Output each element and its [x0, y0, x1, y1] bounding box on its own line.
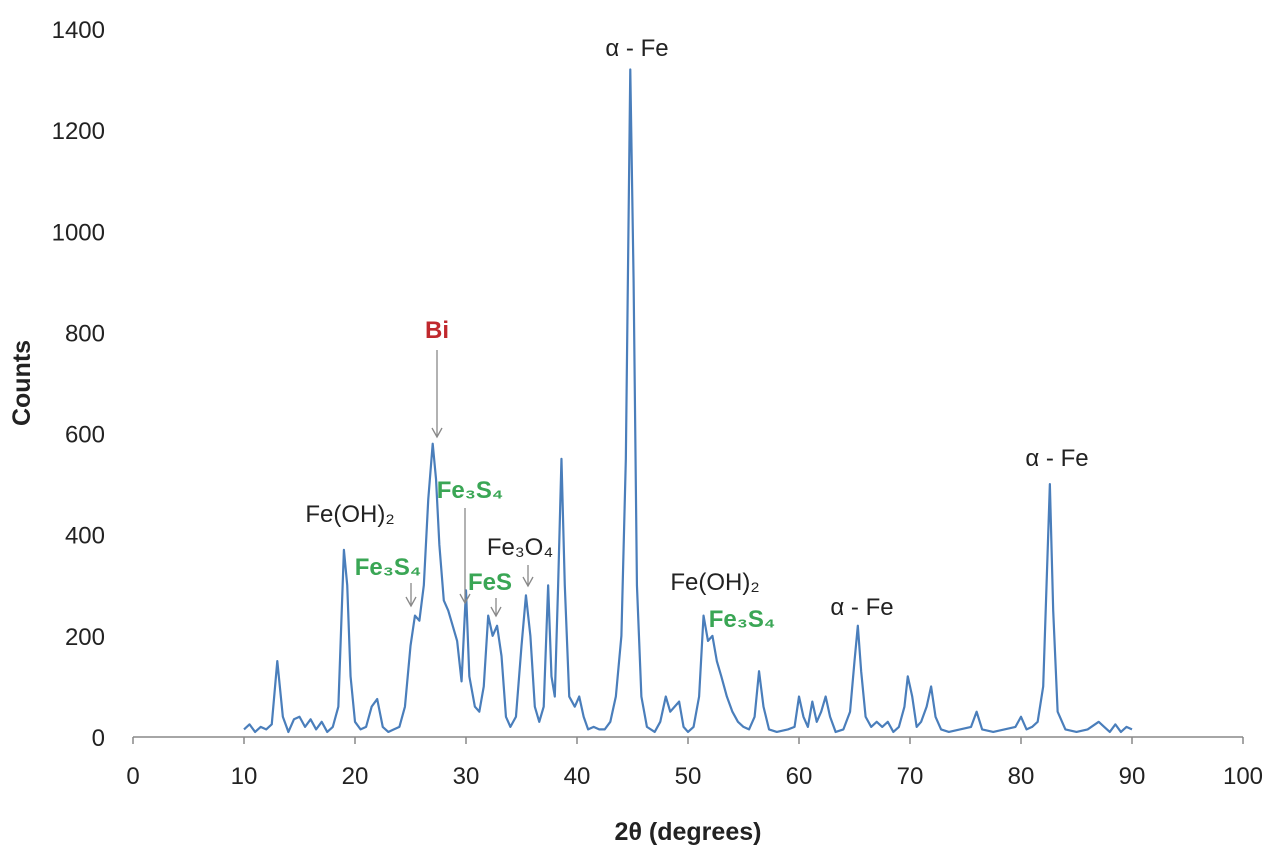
annotation: α - Fe — [605, 35, 668, 62]
x-tick-label: 30 — [453, 763, 480, 790]
x-tick-label: 0 — [126, 763, 139, 790]
annotation-arrowhead — [405, 596, 417, 608]
annotation: Bi — [425, 317, 449, 344]
y-tick-label: 600 — [65, 422, 105, 449]
x-axis-title: 2θ (degrees) — [615, 818, 762, 846]
x-tick-label: 70 — [897, 763, 924, 790]
y-tick-label: 200 — [65, 624, 105, 651]
x-tick-label: 80 — [1008, 763, 1035, 790]
annotation: Fe(OH)₂ — [305, 501, 394, 528]
annotation: α - Fe — [830, 594, 893, 621]
y-tick-label: 1200 — [52, 118, 105, 145]
y-tick-label: 400 — [65, 523, 105, 550]
x-tick-label: 10 — [231, 763, 258, 790]
x-tick-label: 50 — [675, 763, 702, 790]
annotation: α - Fe — [1025, 445, 1088, 472]
y-tick-label: 800 — [65, 320, 105, 347]
annotation: FeS — [468, 569, 512, 596]
annotation: Fe₃O₄ — [487, 534, 553, 561]
x-tick-label: 90 — [1119, 763, 1146, 790]
annotation: Fe₃S₄ — [709, 606, 776, 633]
annotation: Fe₃S₄ — [355, 554, 422, 581]
data-line — [243, 68, 1133, 734]
x-tick-label: 20 — [342, 763, 369, 790]
x-tick-label: 40 — [564, 763, 591, 790]
annotation-arrowhead — [522, 576, 534, 588]
annotation-arrowhead — [431, 427, 443, 439]
y-tick-label: 1000 — [52, 219, 105, 246]
annotation: Fe(OH)₂ — [670, 569, 759, 596]
x-tick-label: 100 — [1223, 763, 1263, 790]
y-tick-label: 0 — [92, 725, 105, 752]
y-tick-label: 1400 — [52, 17, 105, 44]
annotation-arrowhead — [490, 606, 502, 618]
y-axis-title: Counts — [8, 340, 36, 426]
annotation-arrowhead — [459, 593, 471, 605]
x-tick-label: 60 — [786, 763, 813, 790]
annotation: Fe₃S₄ — [437, 477, 504, 504]
